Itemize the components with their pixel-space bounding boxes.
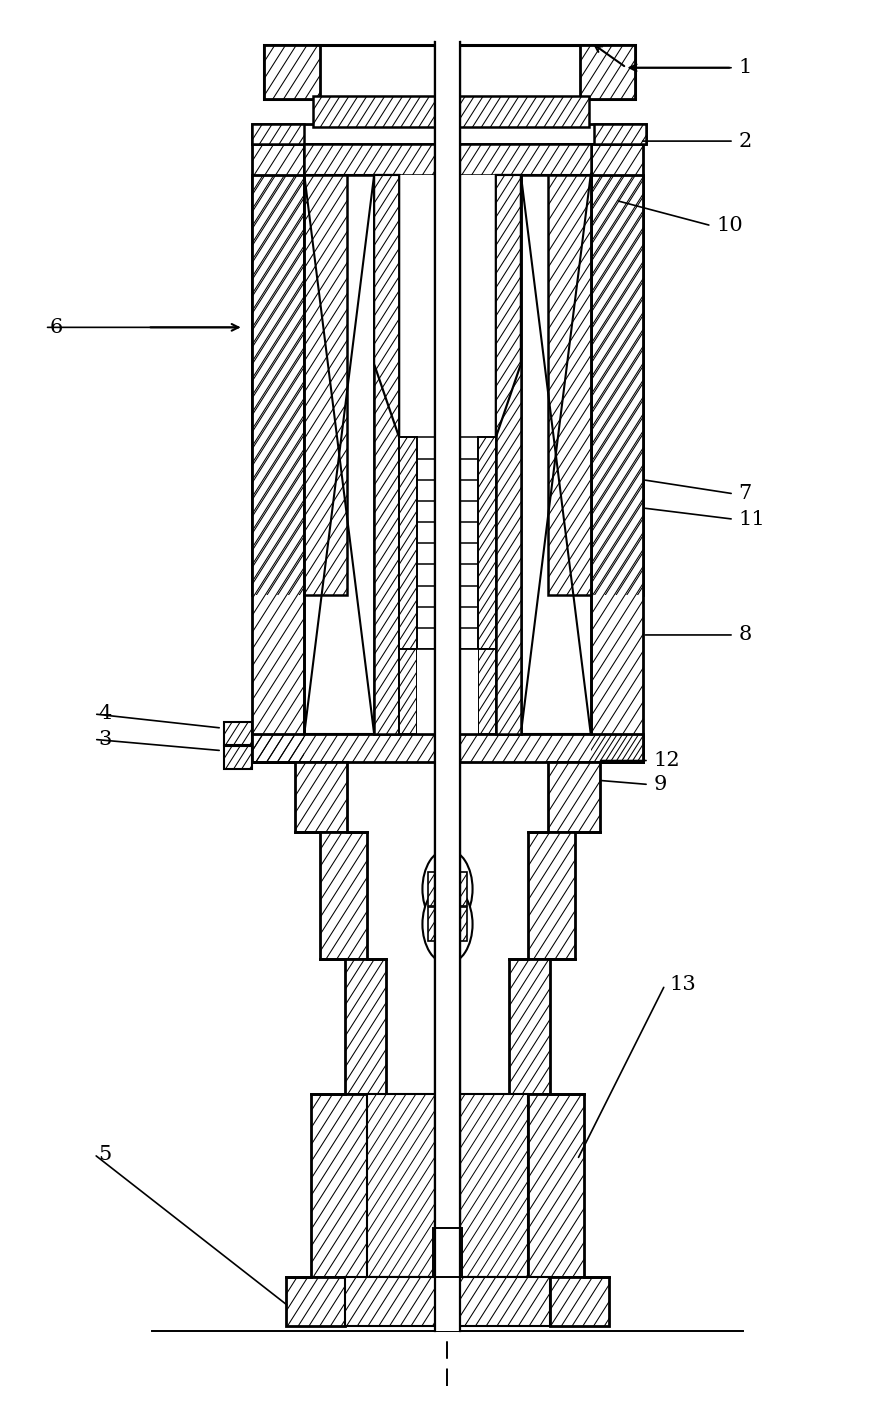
Text: 7: 7 bbox=[738, 484, 751, 504]
Bar bbox=[579, 45, 635, 99]
Bar bbox=[252, 734, 642, 762]
Text: 5: 5 bbox=[98, 1144, 112, 1164]
Text: 6: 6 bbox=[49, 317, 63, 337]
Polygon shape bbox=[374, 175, 399, 437]
Bar bbox=[313, 96, 588, 127]
Text: 8: 8 bbox=[738, 625, 751, 645]
Bar bbox=[320, 832, 367, 959]
Bar bbox=[477, 649, 495, 734]
Bar bbox=[590, 175, 642, 762]
Bar bbox=[590, 144, 642, 595]
Text: 2: 2 bbox=[738, 131, 751, 151]
Bar bbox=[477, 437, 495, 649]
Bar bbox=[345, 1277, 549, 1326]
Bar bbox=[252, 144, 304, 595]
Bar bbox=[495, 175, 520, 734]
Bar bbox=[427, 907, 467, 941]
Bar bbox=[344, 959, 385, 1094]
Bar bbox=[252, 175, 304, 762]
Bar bbox=[434, 21, 460, 1277]
Bar bbox=[399, 175, 495, 734]
Text: 11: 11 bbox=[738, 509, 764, 529]
Circle shape bbox=[422, 849, 472, 928]
Bar bbox=[399, 437, 417, 649]
Bar bbox=[374, 175, 399, 734]
Bar bbox=[547, 144, 590, 595]
Bar bbox=[311, 1094, 367, 1277]
Bar bbox=[549, 1277, 608, 1326]
Circle shape bbox=[422, 885, 472, 964]
Text: 12: 12 bbox=[653, 751, 679, 770]
Text: 10: 10 bbox=[715, 216, 742, 236]
Bar bbox=[594, 124, 645, 144]
Bar bbox=[527, 1094, 583, 1277]
Bar bbox=[427, 872, 467, 906]
Bar bbox=[224, 722, 252, 745]
Bar bbox=[295, 762, 347, 832]
Text: 9: 9 bbox=[653, 775, 666, 794]
Bar bbox=[304, 144, 590, 175]
Bar bbox=[252, 124, 645, 144]
Polygon shape bbox=[495, 175, 520, 437]
Bar bbox=[417, 649, 477, 734]
Text: 13: 13 bbox=[669, 975, 696, 995]
Bar bbox=[304, 144, 347, 595]
Bar bbox=[264, 45, 635, 99]
Bar bbox=[434, 4, 460, 1331]
Bar bbox=[547, 762, 599, 832]
Bar bbox=[224, 746, 252, 769]
Bar bbox=[433, 1228, 461, 1277]
Bar bbox=[399, 649, 417, 734]
Bar bbox=[367, 1094, 527, 1277]
Text: 1: 1 bbox=[738, 58, 751, 78]
Bar bbox=[252, 124, 304, 144]
Bar bbox=[264, 45, 319, 99]
Bar bbox=[509, 959, 550, 1094]
Bar bbox=[286, 1277, 345, 1326]
Text: 4: 4 bbox=[98, 704, 112, 724]
Bar bbox=[527, 832, 574, 959]
Text: 3: 3 bbox=[98, 729, 112, 749]
